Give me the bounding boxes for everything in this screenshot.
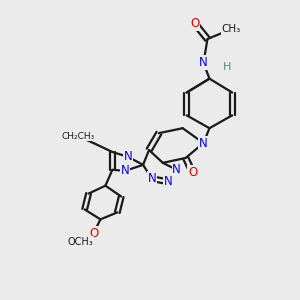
- Text: N: N: [199, 136, 208, 150]
- Text: N: N: [199, 56, 208, 69]
- Text: OCH₃: OCH₃: [68, 237, 94, 247]
- Text: N: N: [124, 150, 133, 164]
- Text: N: N: [148, 172, 156, 185]
- Text: CH₂CH₃: CH₂CH₃: [61, 132, 94, 141]
- Text: O: O: [89, 227, 98, 240]
- Text: N: N: [121, 164, 130, 177]
- Text: N: N: [172, 163, 181, 176]
- Text: CH₃: CH₃: [222, 24, 241, 34]
- Text: O: O: [190, 17, 199, 30]
- Text: O: O: [188, 166, 197, 179]
- Text: H: H: [223, 62, 232, 72]
- Text: N: N: [164, 175, 172, 188]
